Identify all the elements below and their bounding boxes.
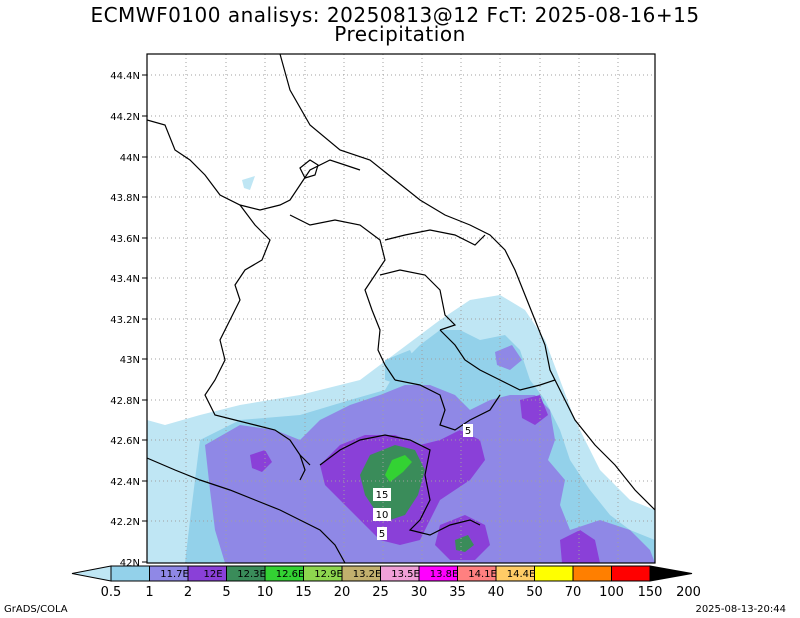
longitude-label: 12.3E <box>237 569 266 580</box>
trasimeno-lake <box>299 159 319 179</box>
lat-label: 43.4N <box>110 274 140 285</box>
longitude-label: 12.9E <box>314 569 343 580</box>
colorbar-box <box>110 565 150 582</box>
colorbar-overflow-triangle <box>649 565 693 582</box>
coastline-and-borders <box>147 54 655 563</box>
contour-label: 5 <box>379 529 385 540</box>
longitude-label: 12E <box>204 569 223 580</box>
longitude-label: 13.5E <box>391 569 420 580</box>
map-title: ECMWF0100 analisys: 20250813@12 FcT: 202… <box>90 3 700 27</box>
colorbar-level-label: 25 <box>372 585 389 600</box>
tyrrhenian-coastline <box>147 457 346 563</box>
lat-label: 43.6N <box>110 234 140 245</box>
lat-label: 42.8N <box>110 396 140 407</box>
adriatic-coastline <box>279 54 655 511</box>
region-border <box>319 434 481 536</box>
colorbar-level-label: 50 <box>526 585 543 600</box>
render-timestamp: 2025-08-13-20:44 <box>695 604 786 615</box>
colorbar-level-label: 0.5 <box>101 585 122 600</box>
colorbar-level-label: 20 <box>334 585 351 600</box>
colorbar-level-label: 1 <box>145 585 153 600</box>
region-border <box>147 119 361 211</box>
lat-label: 44N <box>120 153 140 164</box>
colorbar-underflow-triangle <box>71 565 112 582</box>
precip-area-10 <box>455 535 474 552</box>
colorbar-level-label: 35 <box>449 585 466 600</box>
contour-label: 10 <box>376 510 389 521</box>
map-subtitle: Precipitation <box>334 22 466 46</box>
region-border <box>379 269 457 331</box>
colorbar-level-label: 30 <box>411 585 428 600</box>
map-gridlines <box>147 54 655 563</box>
colorbar-box <box>534 565 574 582</box>
contour-label: 5 <box>465 426 471 437</box>
colorbar <box>71 565 693 582</box>
precip-area-5 <box>560 530 600 563</box>
lat-label: 42N <box>120 558 140 569</box>
contour-label: 15 <box>376 490 389 501</box>
region-border <box>299 454 306 481</box>
precip-area-15 <box>385 455 412 482</box>
lat-ticks <box>142 74 147 563</box>
colorbar-level-label: 70 <box>565 585 582 600</box>
colorbar-level-label: 5 <box>222 585 230 600</box>
colorbar-lon-labels: 11.7E 12E 12.3E 12.6E 12.9E 13.2E 13.5E 13.8E 14… <box>160 569 535 580</box>
colorbar-box <box>572 565 612 582</box>
colorbar-level-labels: 0.5 1 2 5 10 15 20 25 30 35 40 50 70 100 150 200 <box>101 585 701 600</box>
colorbar-level-label: 40 <box>488 585 505 600</box>
lat-labels: 44.4N 44.2N 44N 43.8N 43.6N 43.4N 43.2N … <box>110 71 140 569</box>
precip-area-0.5 <box>147 425 160 455</box>
longitude-label: 13.8E <box>430 569 459 580</box>
lat-label: 44.2N <box>110 112 140 123</box>
colorbar-level-label: 10 <box>257 585 274 600</box>
lat-label: 42.2N <box>110 517 140 528</box>
lat-label: 42.6N <box>110 436 140 447</box>
colorbar-box <box>611 565 651 582</box>
region-border <box>204 204 311 466</box>
colorbar-level-label: 2 <box>184 585 192 600</box>
region-border <box>289 214 396 381</box>
precipitation-field <box>147 176 655 563</box>
lat-label: 44.4N <box>110 71 140 82</box>
longitude-label: 12.6E <box>276 569 305 580</box>
colorbar-level-label: 15 <box>295 585 312 600</box>
longitude-label: 14.1E <box>468 569 497 580</box>
precip-area-5 <box>520 395 548 425</box>
precip-area-5 <box>250 450 272 472</box>
region-border <box>439 329 556 391</box>
longitude-label: 11.7E <box>160 569 189 580</box>
precip-area-2 <box>495 345 522 370</box>
map-frame <box>146 53 656 564</box>
region-border <box>384 229 486 246</box>
colorbar-level-label: 200 <box>676 585 701 600</box>
colorbar-level-label: 150 <box>638 585 663 600</box>
region-border <box>394 379 501 431</box>
contour-labels: 5 15 10 5 <box>373 424 473 540</box>
software-credit: GrADS/COLA <box>4 604 68 615</box>
colorbar-level-label: 100 <box>599 585 624 600</box>
lat-label: 43N <box>120 355 140 366</box>
lat-label: 43.2N <box>110 315 140 326</box>
longitude-label: 14.4E <box>507 569 536 580</box>
lat-label: 42.4N <box>110 477 140 488</box>
longitude-label: 13.2E <box>353 569 382 580</box>
precip-area-0.5 <box>242 176 255 190</box>
lat-label: 43.8N <box>110 193 140 204</box>
